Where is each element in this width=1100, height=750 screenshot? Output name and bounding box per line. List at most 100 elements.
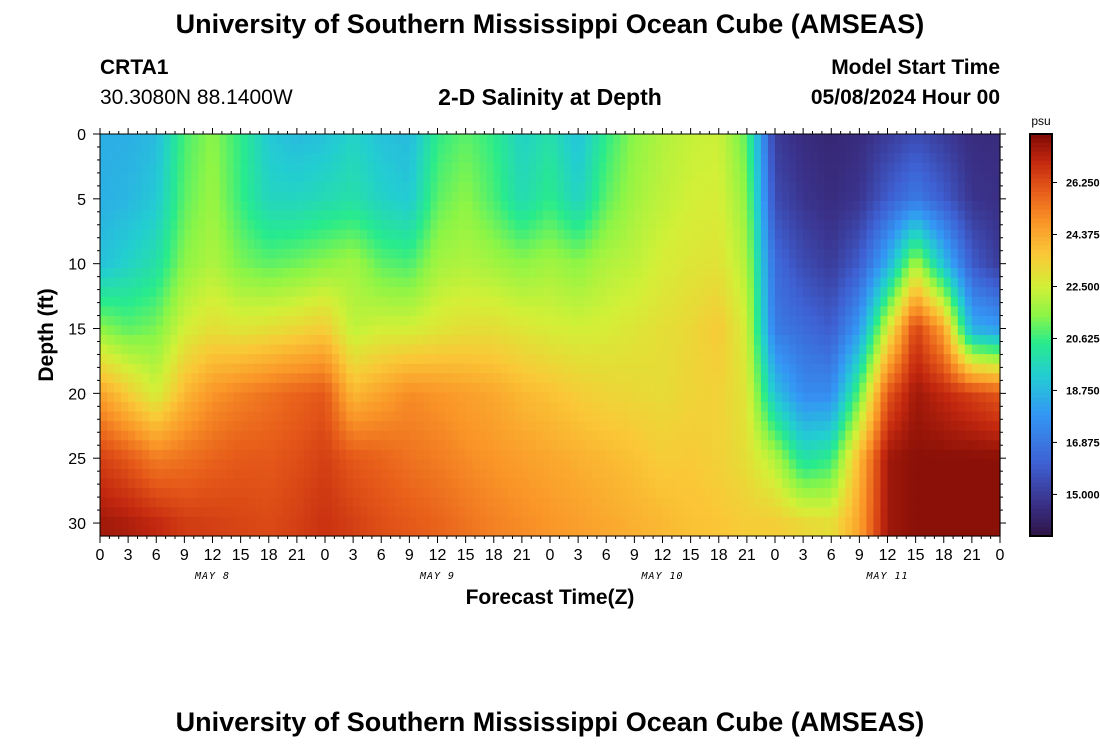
heatmap-cell <box>430 134 439 145</box>
heatmap-cell <box>486 181 495 193</box>
heatmap-cell <box>339 220 347 231</box>
heatmap-cell <box>739 344 748 355</box>
heatmap-cell <box>859 497 868 508</box>
heatmap-cell <box>240 469 249 480</box>
heatmap-cell <box>247 143 256 154</box>
heatmap-cell <box>599 507 607 518</box>
heatmap-cell <box>437 373 446 384</box>
heatmap-cell <box>374 392 382 403</box>
heatmap-cell <box>550 402 558 413</box>
heatmap-cell <box>479 411 488 422</box>
heatmap-cell <box>585 268 593 279</box>
heatmap-cell <box>282 354 291 365</box>
heatmap-cell <box>901 325 910 336</box>
heatmap-cell <box>360 210 368 221</box>
heatmap-cell <box>170 430 178 441</box>
heatmap-cell <box>493 287 502 298</box>
heatmap-cell <box>760 248 769 260</box>
heatmap-cell <box>528 220 537 231</box>
heatmap-cell <box>507 258 516 269</box>
heatmap-cell <box>247 382 256 394</box>
heatmap-cell <box>310 239 319 250</box>
heatmap-cell <box>606 325 614 336</box>
heatmap-cell <box>514 210 523 221</box>
heatmap-cell <box>838 268 846 279</box>
heatmap-cell <box>191 191 200 202</box>
heatmap-cell <box>859 229 868 240</box>
heatmap-cell <box>571 287 579 298</box>
heatmap-cell <box>669 239 678 250</box>
heatmap-cell <box>915 488 924 499</box>
heatmap-cell <box>402 526 410 537</box>
heatmap-cell <box>697 181 706 193</box>
heatmap-cell <box>887 526 896 537</box>
heatmap-cell <box>887 248 896 260</box>
heatmap-cell <box>585 287 593 298</box>
heatmap-cell <box>205 392 214 403</box>
heatmap-cell <box>514 449 523 461</box>
heatmap-cell <box>775 402 783 413</box>
heatmap-cell <box>170 449 178 461</box>
heatmap-cell <box>142 507 150 518</box>
heatmap-cell <box>704 440 713 451</box>
heatmap-cell <box>564 134 572 145</box>
heatmap-cell <box>416 325 425 336</box>
heatmap-cell <box>803 229 811 240</box>
heatmap-cell <box>430 220 439 231</box>
heatmap-cell <box>838 449 846 461</box>
heatmap-cell <box>704 507 713 518</box>
heatmap-cell <box>852 507 860 518</box>
heatmap-cell <box>718 172 727 183</box>
heatmap-cell <box>564 459 572 470</box>
heatmap-cell <box>465 143 474 154</box>
heatmap-cell <box>606 248 614 260</box>
heatmap-cell <box>325 153 333 164</box>
heatmap-cell <box>585 459 593 470</box>
heatmap-cell <box>831 296 839 307</box>
heatmap-cell <box>486 277 495 288</box>
heatmap-cell <box>317 469 326 480</box>
heatmap-cell <box>528 497 537 508</box>
heatmap-cell <box>620 469 628 480</box>
heatmap-cell <box>282 344 291 355</box>
heatmap-cell <box>325 497 333 508</box>
heatmap-cell <box>212 430 221 441</box>
heatmap-cell <box>739 421 748 432</box>
heatmap-cell <box>620 239 628 250</box>
heatmap-cell <box>514 248 523 260</box>
heatmap-cell <box>317 181 326 193</box>
heatmap-cell <box>571 497 579 508</box>
heatmap-cell <box>346 258 354 269</box>
heatmap-cell <box>226 201 235 212</box>
heatmap-cell <box>416 248 425 260</box>
heatmap-cell <box>100 488 108 499</box>
heatmap-cell <box>718 440 727 451</box>
heatmap-cell <box>325 277 333 288</box>
heatmap-cell <box>374 421 382 432</box>
heatmap-cell <box>437 449 446 461</box>
heatmap-cell <box>339 421 347 432</box>
heatmap-cell <box>557 430 565 441</box>
heatmap-cell <box>718 516 727 528</box>
heatmap-cell <box>592 354 600 365</box>
heatmap-cell <box>240 277 249 288</box>
heatmap-cell <box>317 411 326 422</box>
heatmap-cell <box>550 201 558 212</box>
heatmap-cell <box>676 488 685 499</box>
heatmap-cell <box>107 430 115 441</box>
heatmap-cell <box>550 181 558 193</box>
heatmap-cell <box>592 335 600 346</box>
heatmap-cell <box>578 277 586 288</box>
heatmap-cell <box>289 134 298 145</box>
heatmap-cell <box>430 153 439 164</box>
heatmap-cell <box>233 382 242 394</box>
heatmap-cell <box>796 268 804 279</box>
heatmap-cell <box>746 143 755 154</box>
heatmap-cell <box>620 287 628 298</box>
heatmap-cell <box>831 478 839 489</box>
heatmap-cell <box>831 191 839 202</box>
heatmap-cell <box>521 296 530 307</box>
heatmap-cell <box>922 478 931 489</box>
heatmap-cell <box>627 239 635 250</box>
heatmap-cell <box>746 392 755 403</box>
